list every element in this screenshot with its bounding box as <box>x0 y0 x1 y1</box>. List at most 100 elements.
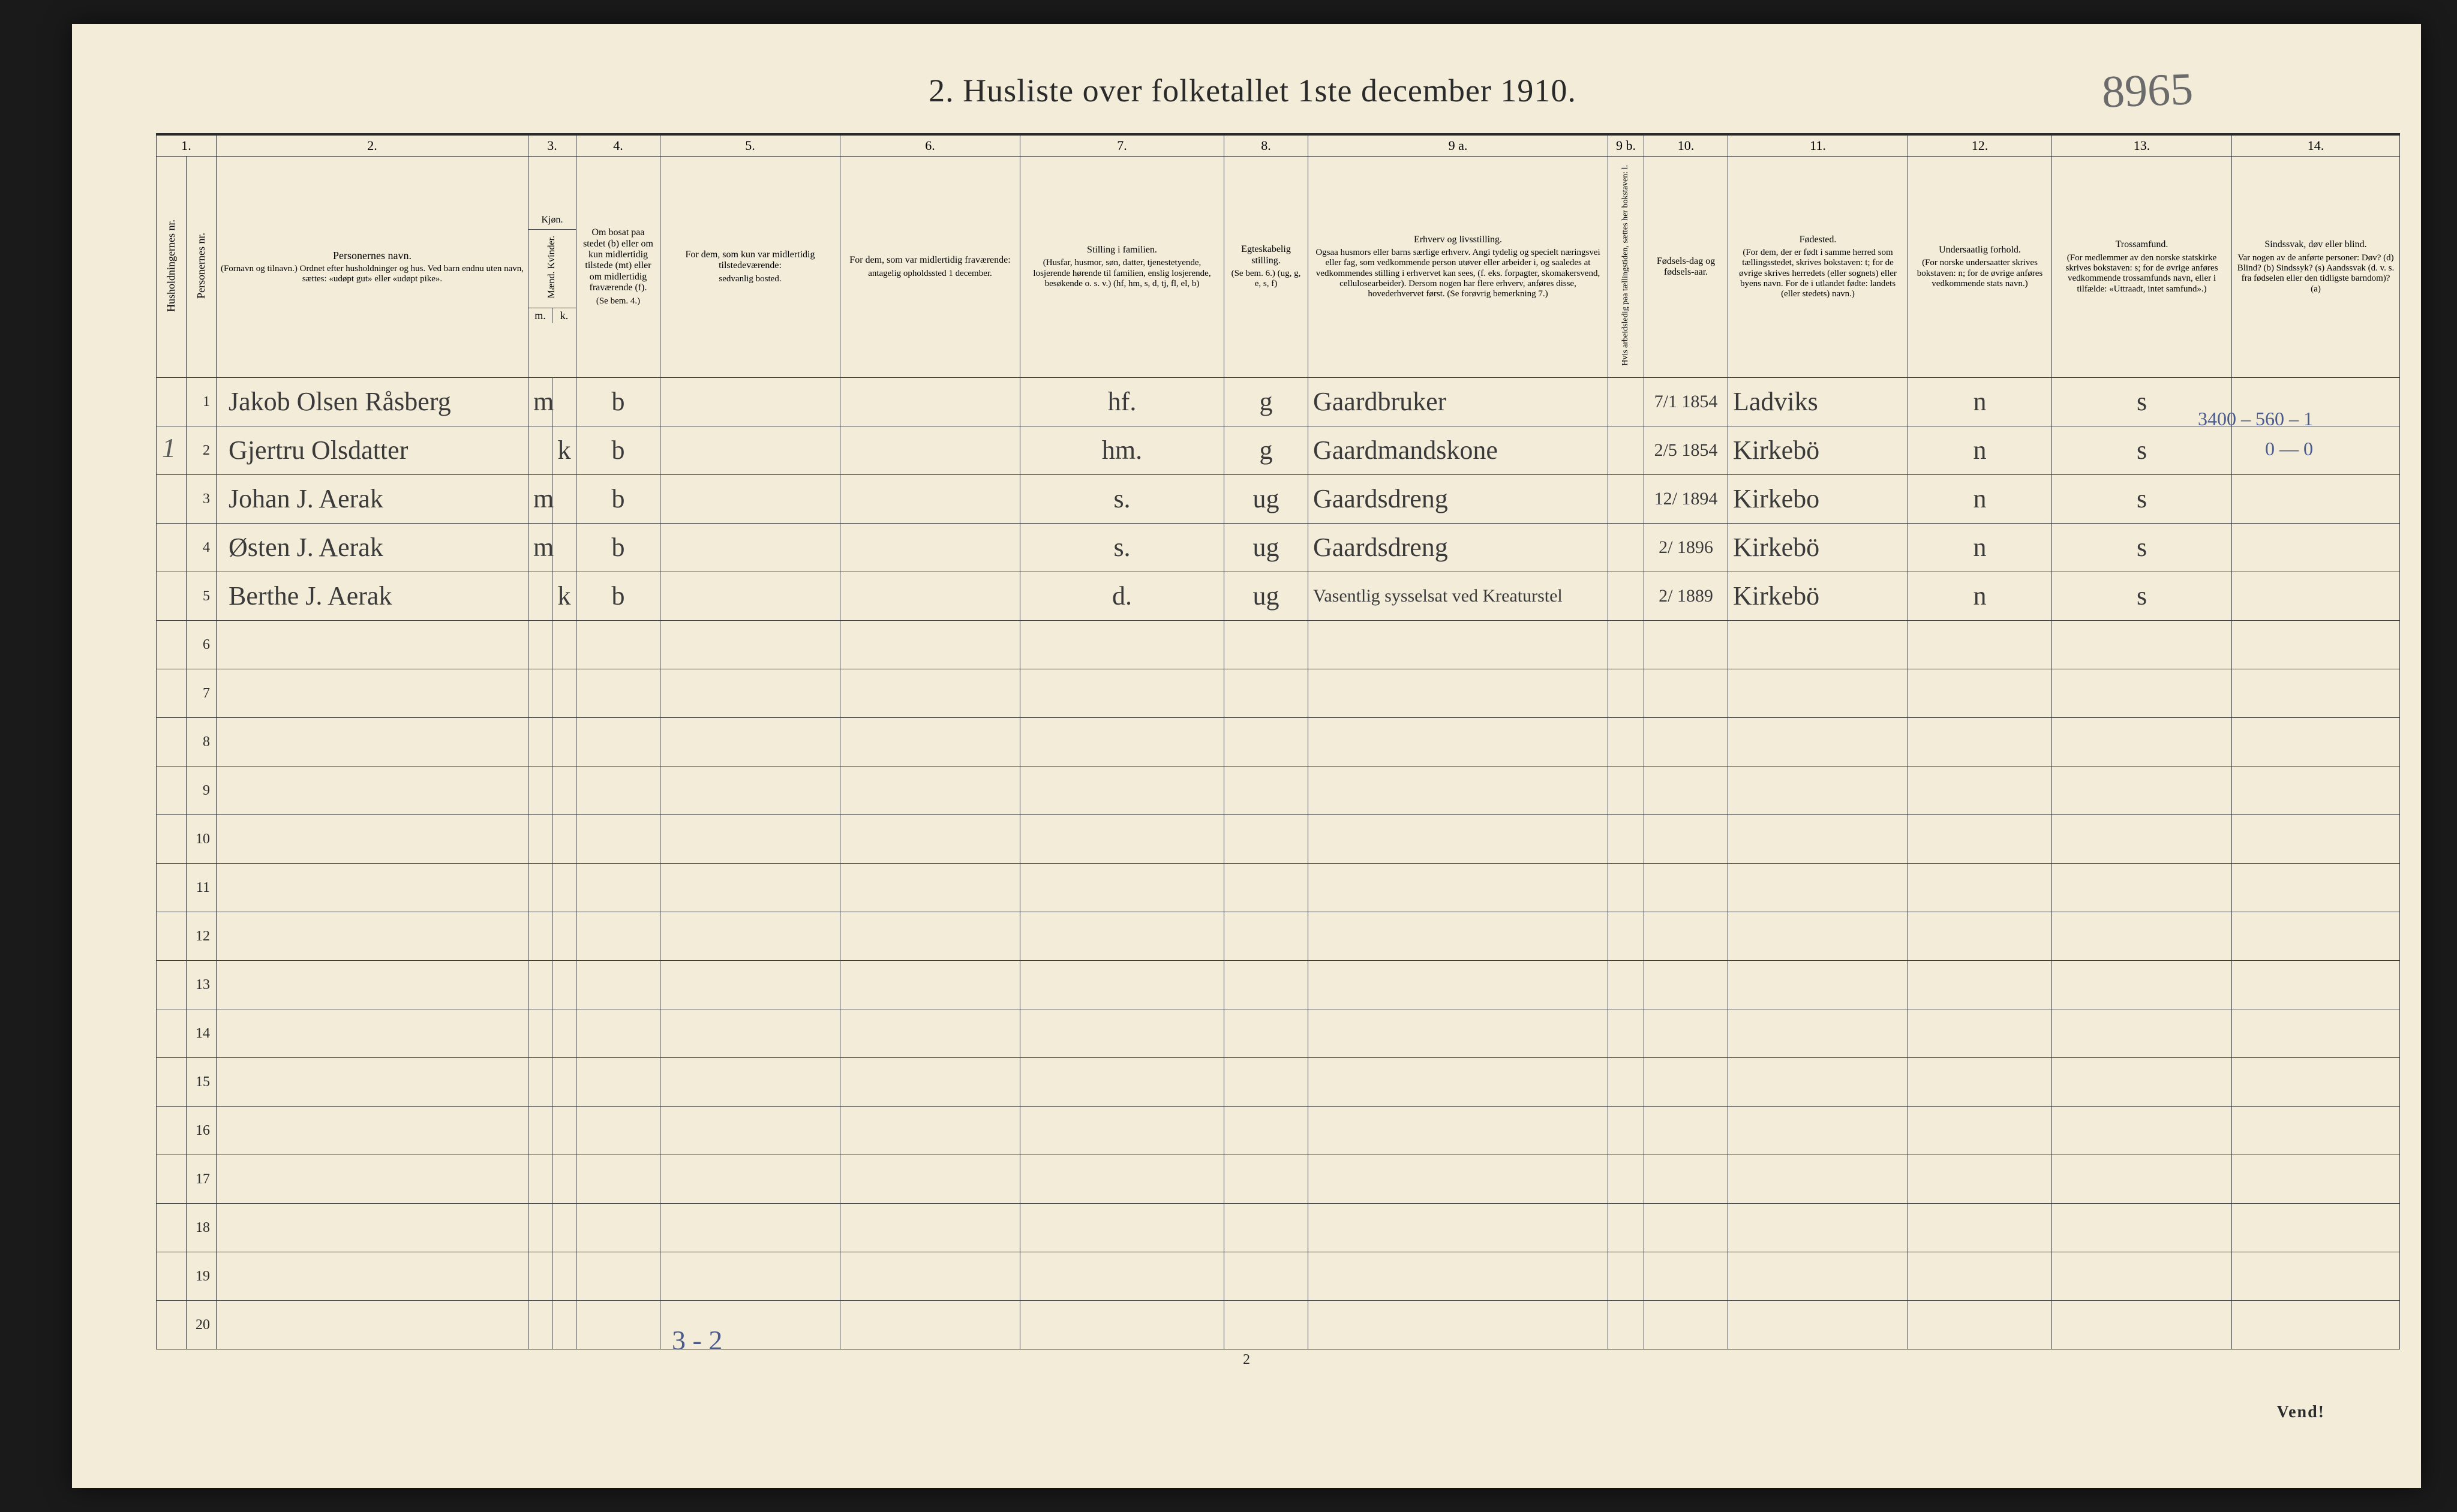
household-num <box>157 1204 187 1252</box>
person-num: 13 <box>187 961 217 1009</box>
col-header-7: Stilling i familien. (Husfar, husmor, sø… <box>1020 157 1224 378</box>
cell-empty <box>1608 766 1644 815</box>
cell-empty <box>1308 961 1608 1009</box>
cell-empty <box>528 718 552 766</box>
cell-empty <box>1728 766 1908 815</box>
document-page: 2. Husliste over folketallet 1ste decemb… <box>72 24 2421 1488</box>
person-num: 9 <box>187 766 217 815</box>
cell-empty <box>2052 1301 2232 1349</box>
cell-empty <box>840 1058 1020 1107</box>
cell-empty <box>1224 766 1308 815</box>
cell-empty <box>217 815 528 864</box>
col-header-6-title: For dem, som var midlertidig fraværende: <box>849 255 1010 265</box>
cell-empty <box>217 1252 528 1301</box>
cell-empty <box>1020 1301 1224 1349</box>
cell-empty <box>1308 1204 1608 1252</box>
colnum-3: 3. <box>528 134 576 157</box>
cell-empty <box>528 766 552 815</box>
cell-empty <box>1908 1301 2052 1349</box>
colnum-6: 6. <box>840 134 1020 157</box>
cell-empty <box>1908 766 2052 815</box>
cell-6 <box>840 572 1020 621</box>
col-header-10-title: Fødsels-dag og fødsels-aar. <box>1657 256 1715 277</box>
col-header-2-sub: (Fornavn og tilnavn.) Ordnet efter husho… <box>220 264 524 285</box>
cell-empty <box>840 766 1020 815</box>
cell-empty <box>528 1204 552 1252</box>
cell-empty <box>2232 912 2400 961</box>
person-num: 5 <box>187 572 217 621</box>
table-row: 1Jakob Olsen Råsbergmbhf.gGaardbruker7/1… <box>157 378 2400 426</box>
cell-family-position: hm. <box>1020 426 1224 475</box>
cell-empty <box>1908 912 2052 961</box>
cell-empty <box>552 1058 576 1107</box>
cell-empty <box>1224 815 1308 864</box>
col-header-11-sub: (For dem, der er født i samme herred som… <box>1732 248 1904 299</box>
cell-empty <box>1308 1107 1608 1155</box>
cell-residence: b <box>576 524 660 572</box>
cell-empty <box>2052 669 2232 718</box>
cell-empty <box>576 815 660 864</box>
cell-name: Jakob Olsen Råsberg <box>217 378 528 426</box>
cell-empty <box>2232 864 2400 912</box>
cell-empty <box>2052 912 2232 961</box>
cell-empty <box>1224 961 1308 1009</box>
colnum-9b: 9 b. <box>1608 134 1644 157</box>
col-header-3-k: k. <box>552 308 576 323</box>
cell-empty <box>552 1204 576 1252</box>
cell-empty <box>1608 669 1644 718</box>
cell-occupation: Gaardsdreng <box>1308 475 1608 524</box>
person-num: 12 <box>187 912 217 961</box>
col-header-13-sub: (For medlemmer av den norske statskirke … <box>2056 253 2228 294</box>
cell-marital: ug <box>1224 475 1308 524</box>
cell-empty <box>1908 1204 2052 1252</box>
cell-5 <box>660 524 840 572</box>
colnum-14: 14. <box>2232 134 2400 157</box>
colnum-11: 11. <box>1728 134 1908 157</box>
cell-empty <box>528 669 552 718</box>
cell-empty <box>528 1252 552 1301</box>
cell-empty <box>1020 912 1224 961</box>
cell-empty <box>1644 961 1728 1009</box>
cell-empty <box>552 1009 576 1058</box>
cell-empty <box>1224 1204 1308 1252</box>
table-row-empty: 18 <box>157 1204 2400 1252</box>
cell-sex-k: k <box>552 426 576 475</box>
cell-empty <box>660 961 840 1009</box>
cell-disability <box>2232 524 2400 572</box>
cell-empty <box>1644 669 1728 718</box>
cell-nationality: n <box>1908 426 2052 475</box>
colnum-2: 2. <box>217 134 528 157</box>
cell-birthdate: 2/5 1854 <box>1644 426 1728 475</box>
household-num <box>157 815 187 864</box>
cell-empty <box>2052 1009 2232 1058</box>
cell-empty <box>2232 1204 2400 1252</box>
household-num <box>157 524 187 572</box>
table-row: 4Østen J. Aerakmbs.ugGaardsdreng2/ 1896K… <box>157 524 2400 572</box>
cell-empty <box>1308 912 1608 961</box>
cell-empty <box>528 912 552 961</box>
cell-empty <box>1224 621 1308 669</box>
cell-empty <box>660 1009 840 1058</box>
margin-note-left: 1 <box>162 432 176 464</box>
colnum-1: 1. <box>157 134 217 157</box>
cell-marital: ug <box>1224 572 1308 621</box>
cell-empty <box>528 864 552 912</box>
col-header-12-title: Undersaatlig forhold. <box>1939 245 2021 255</box>
cell-empty <box>1308 669 1608 718</box>
household-num <box>157 1058 187 1107</box>
cell-empty <box>1908 1107 2052 1155</box>
cell-empty <box>1644 815 1728 864</box>
cell-marital: g <box>1224 378 1308 426</box>
cell-empty <box>576 1058 660 1107</box>
cell-empty <box>1908 1058 2052 1107</box>
cell-name: Johan J. Aerak <box>217 475 528 524</box>
cell-empty <box>1308 621 1608 669</box>
cell-empty <box>576 1301 660 1349</box>
cell-empty <box>2232 961 2400 1009</box>
header-text-row: Husholdningernes nr. Personernes nr. Per… <box>157 157 2400 378</box>
cell-empty <box>840 961 1020 1009</box>
cell-empty <box>2232 718 2400 766</box>
cell-birthdate: 2/ 1889 <box>1644 572 1728 621</box>
col-header-3-mk: Mænd. Kvinder. <box>546 232 557 302</box>
cell-empty <box>1308 815 1608 864</box>
